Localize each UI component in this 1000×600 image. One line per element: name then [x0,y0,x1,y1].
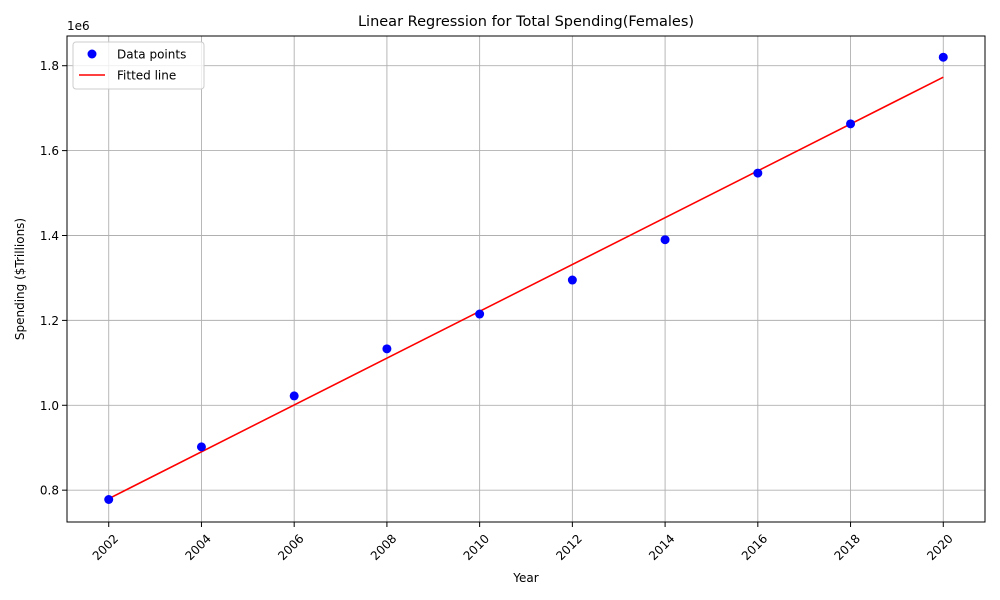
legend-box [72,41,205,90]
y-tick-label: 0.8 [40,484,59,498]
x-axis-label: Year [512,571,538,585]
data-point [938,52,948,62]
data-point [104,495,114,505]
y-axis-offset-text: 1e6 [67,19,90,33]
y-tick-label: 1.8 [40,59,59,73]
chart-title: Linear Regression for Total Spending(Fem… [358,14,694,30]
data-point [475,309,485,319]
legend-label-data-points: Data points [117,48,186,62]
y-axis-ticks: 0.8 1.0 1.2 1.4 1.6 1.8 [40,59,67,498]
data-point [567,275,577,285]
legend: Data points Fitted line [72,41,205,90]
data-point [846,119,856,129]
y-tick-label: 1.4 [40,229,59,243]
fitted-line [108,76,944,500]
y-tick-label: 1.0 [40,399,59,413]
data-point [196,442,206,452]
legend-marker-data-points [87,49,97,59]
data-point [289,391,299,401]
plot-area [104,52,948,505]
y-tick-label: 1.6 [40,144,59,158]
legend-label-fitted-line: Fitted line [117,69,176,83]
axes-frame [66,35,986,523]
y-axis-label: Spending ($Trillions) [13,218,27,340]
data-point [660,235,670,245]
data-point [753,168,763,178]
y-tick-label: 1.2 [40,314,59,328]
data-point [382,344,392,354]
